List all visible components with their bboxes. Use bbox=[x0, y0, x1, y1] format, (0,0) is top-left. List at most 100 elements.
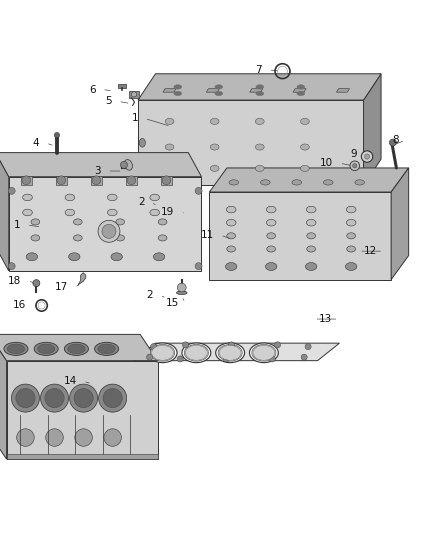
Ellipse shape bbox=[306, 220, 316, 226]
Ellipse shape bbox=[306, 206, 316, 213]
Ellipse shape bbox=[256, 91, 264, 96]
Circle shape bbox=[389, 139, 396, 146]
Circle shape bbox=[57, 176, 66, 184]
Ellipse shape bbox=[265, 263, 277, 270]
Ellipse shape bbox=[158, 235, 167, 241]
Ellipse shape bbox=[227, 233, 236, 239]
Polygon shape bbox=[209, 168, 409, 192]
Polygon shape bbox=[0, 152, 9, 271]
Polygon shape bbox=[163, 88, 176, 92]
Text: 15: 15 bbox=[166, 298, 179, 308]
Bar bbox=[161, 176, 172, 184]
Circle shape bbox=[223, 356, 230, 362]
Ellipse shape bbox=[165, 144, 174, 150]
Text: 7: 7 bbox=[255, 65, 262, 75]
Ellipse shape bbox=[148, 343, 177, 362]
Circle shape bbox=[45, 389, 64, 408]
Ellipse shape bbox=[185, 345, 207, 360]
Ellipse shape bbox=[292, 180, 302, 185]
Ellipse shape bbox=[74, 235, 82, 241]
Ellipse shape bbox=[297, 85, 305, 89]
Polygon shape bbox=[391, 168, 409, 280]
Text: 4: 4 bbox=[33, 138, 39, 148]
Polygon shape bbox=[0, 152, 201, 177]
Text: 2: 2 bbox=[147, 290, 153, 300]
Ellipse shape bbox=[266, 206, 276, 213]
Ellipse shape bbox=[158, 219, 167, 225]
Bar bbox=[56, 176, 67, 184]
Ellipse shape bbox=[174, 85, 182, 89]
Ellipse shape bbox=[347, 233, 356, 239]
Ellipse shape bbox=[300, 118, 309, 125]
Ellipse shape bbox=[300, 165, 309, 172]
Bar bbox=[126, 176, 137, 184]
Ellipse shape bbox=[256, 85, 264, 89]
Circle shape bbox=[177, 356, 183, 362]
Ellipse shape bbox=[152, 345, 173, 360]
Circle shape bbox=[182, 342, 188, 348]
Polygon shape bbox=[0, 334, 7, 459]
Ellipse shape bbox=[253, 345, 275, 360]
Circle shape bbox=[74, 389, 93, 408]
Circle shape bbox=[131, 92, 137, 97]
Ellipse shape bbox=[307, 233, 315, 239]
Ellipse shape bbox=[150, 194, 159, 201]
Polygon shape bbox=[138, 100, 364, 185]
Ellipse shape bbox=[355, 180, 364, 185]
Ellipse shape bbox=[219, 345, 241, 360]
Text: 6: 6 bbox=[89, 85, 95, 94]
Ellipse shape bbox=[215, 343, 244, 362]
Polygon shape bbox=[9, 177, 201, 271]
Ellipse shape bbox=[31, 235, 40, 241]
Ellipse shape bbox=[37, 344, 55, 354]
Ellipse shape bbox=[307, 246, 315, 252]
Ellipse shape bbox=[346, 220, 356, 226]
Circle shape bbox=[301, 354, 307, 360]
Ellipse shape bbox=[34, 342, 58, 356]
Ellipse shape bbox=[346, 263, 357, 270]
Ellipse shape bbox=[218, 344, 242, 361]
Circle shape bbox=[98, 220, 120, 243]
Ellipse shape bbox=[150, 209, 159, 216]
Ellipse shape bbox=[74, 219, 82, 225]
Ellipse shape bbox=[124, 159, 132, 170]
Polygon shape bbox=[7, 361, 158, 459]
Circle shape bbox=[195, 187, 202, 195]
Ellipse shape bbox=[252, 344, 276, 361]
Ellipse shape bbox=[165, 118, 174, 125]
Circle shape bbox=[195, 263, 202, 270]
Ellipse shape bbox=[255, 165, 264, 172]
Ellipse shape bbox=[226, 206, 236, 213]
Text: 2: 2 bbox=[138, 197, 145, 207]
Circle shape bbox=[305, 344, 311, 350]
Ellipse shape bbox=[64, 342, 88, 356]
Polygon shape bbox=[134, 343, 339, 361]
Text: 1: 1 bbox=[14, 220, 20, 230]
Bar bbox=[118, 84, 126, 88]
Circle shape bbox=[33, 280, 40, 287]
Circle shape bbox=[147, 354, 153, 360]
Text: 16: 16 bbox=[13, 301, 26, 311]
Text: 17: 17 bbox=[55, 282, 68, 292]
Ellipse shape bbox=[65, 209, 75, 216]
Ellipse shape bbox=[182, 343, 211, 362]
Circle shape bbox=[92, 176, 101, 184]
Ellipse shape bbox=[67, 344, 85, 354]
Bar bbox=[7, 454, 158, 459]
Ellipse shape bbox=[215, 91, 223, 96]
Polygon shape bbox=[78, 273, 86, 285]
Ellipse shape bbox=[69, 253, 80, 261]
Ellipse shape bbox=[255, 118, 264, 125]
Circle shape bbox=[361, 151, 373, 162]
Text: 19: 19 bbox=[161, 207, 174, 217]
Ellipse shape bbox=[116, 219, 124, 225]
Ellipse shape bbox=[139, 139, 145, 147]
Text: 12: 12 bbox=[364, 246, 377, 256]
Ellipse shape bbox=[227, 246, 236, 252]
Circle shape bbox=[274, 342, 280, 348]
Ellipse shape bbox=[98, 344, 115, 354]
Circle shape bbox=[229, 342, 234, 348]
Ellipse shape bbox=[215, 85, 223, 89]
Circle shape bbox=[353, 164, 357, 168]
Circle shape bbox=[104, 429, 121, 446]
